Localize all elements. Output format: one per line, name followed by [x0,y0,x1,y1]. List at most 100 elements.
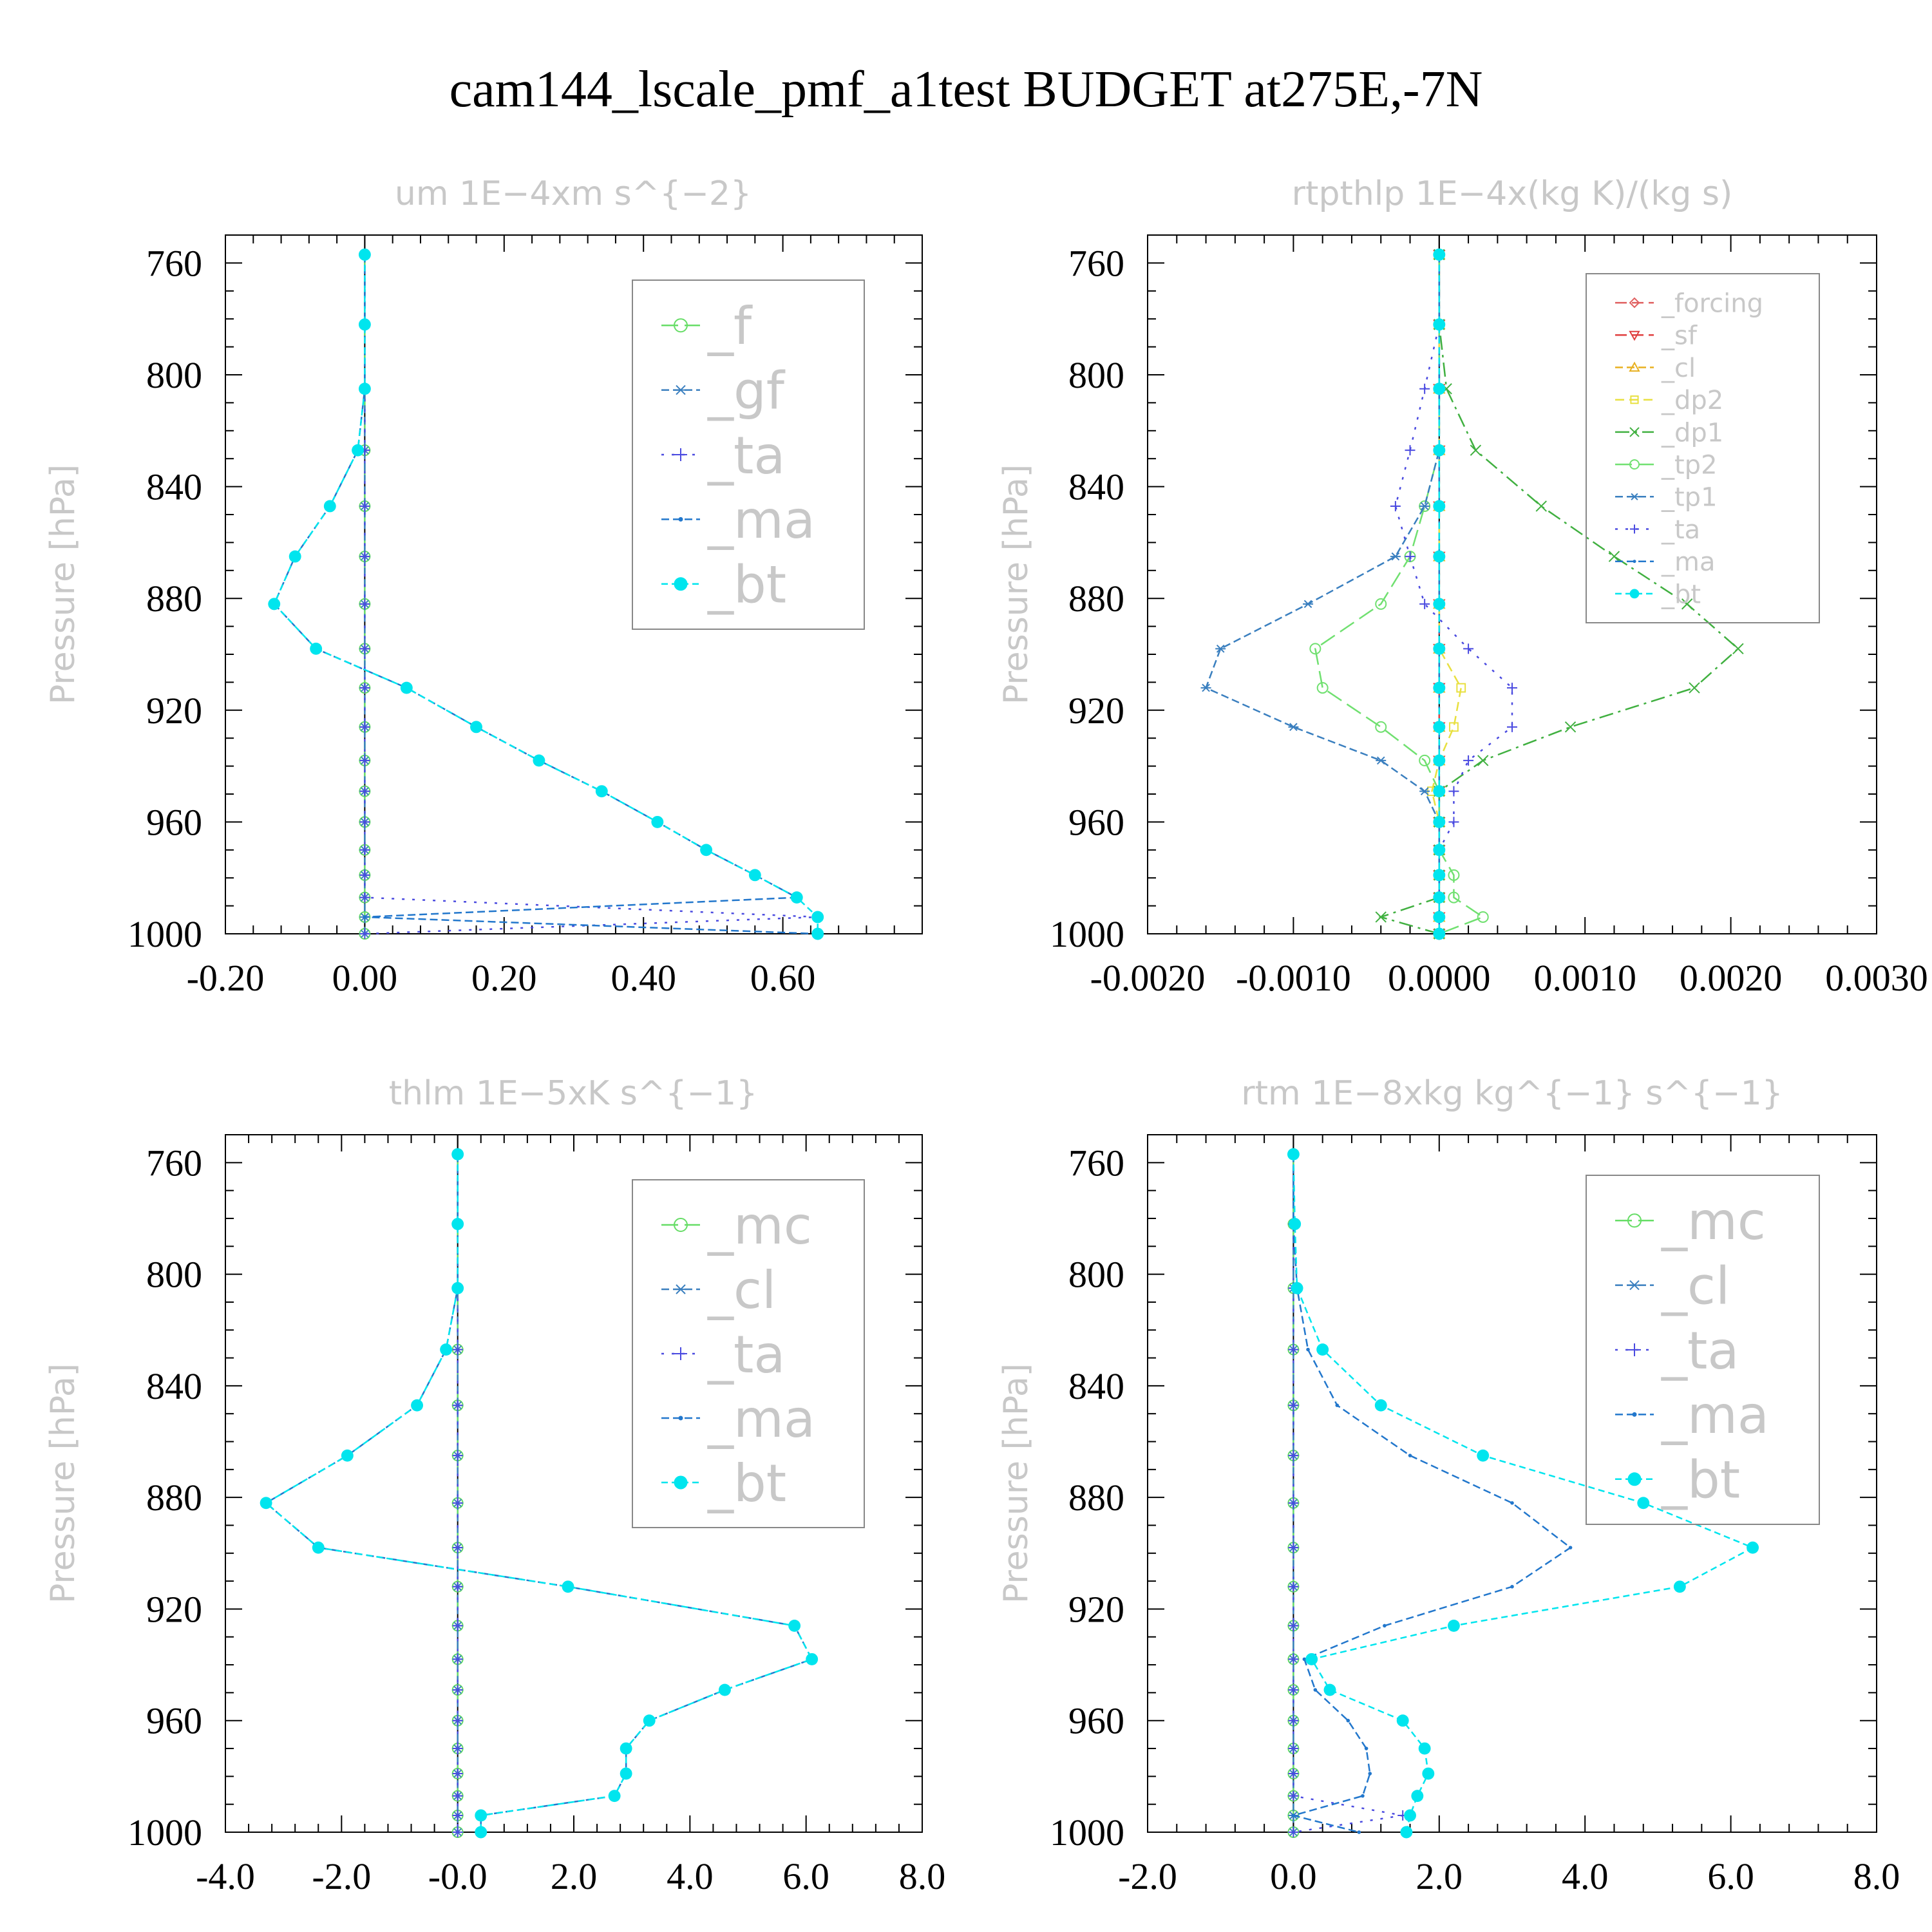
data-point [452,1620,463,1631]
data-point [1364,1747,1368,1750]
data-point [1215,645,1226,653]
data-point [359,721,370,732]
y-tick-label: 1000 [1050,1812,1124,1853]
legend-entry: _bt [1661,1450,1740,1510]
data-point [452,1715,463,1726]
legend: _mc_cl_ta_ma_bt [1586,1175,1820,1525]
data-point [1288,1685,1299,1696]
x-tick-label: 2.0 [1416,1855,1463,1897]
x-tick-label: 4.0 [667,1855,714,1897]
chart-panel-3: thlm 1E−5xK s^{−1} Pressure [hPa] 760 800 84… [44,1074,945,1897]
data-point [1411,1790,1424,1803]
data-point [811,911,824,923]
legend-entry: _ma [707,1389,815,1449]
legend-marker [1630,524,1639,534]
data-point [1418,1742,1431,1755]
data-point [1375,721,1387,733]
data-point [359,598,370,609]
data-point [1477,1449,1490,1462]
data-point [1383,1624,1387,1628]
data-point [1288,723,1299,732]
series-bt [1287,1148,1759,1839]
data-point [1433,500,1446,513]
data-point [1291,1282,1303,1294]
legend-marker [674,1347,687,1360]
legend-entry: _mc [1661,1191,1766,1251]
x-tick-label: -4.0 [196,1855,255,1897]
y-tick-label: 760 [1068,1142,1124,1184]
panel-title: um 1E−4xm s^{−2} [395,175,752,213]
x-tick-label: -0.0 [428,1855,488,1897]
legend-entry: _cl [1661,1256,1730,1316]
data-point [1477,911,1489,923]
data-point [451,1218,464,1231]
data-point [1200,683,1211,692]
data-point [1291,1814,1296,1817]
data-point [1306,1347,1310,1352]
data-point [359,929,370,939]
data-point [411,1399,423,1412]
data-point [562,1580,574,1593]
legend-marker [674,384,687,395]
legend-marker [674,577,688,591]
data-point [452,1768,463,1779]
panel-title: rtm 1E−8xkg kg^{−1} s^{−1} [1241,1074,1783,1113]
data-point [1433,642,1446,655]
y-ticks: 760 800 840 880 920 960 1000 [1050,234,1877,955]
data-point [1470,444,1482,456]
legend-marker [674,318,688,333]
y-tick-label: 760 [1068,242,1124,284]
data-point [359,844,370,855]
data-point [359,551,370,562]
data-point [1510,1501,1514,1505]
data-point [1375,598,1387,610]
data-point [1335,1403,1340,1408]
data-point [806,1653,819,1665]
data-point [452,1542,463,1553]
plot-frame [225,1134,923,1833]
legend-entry: _ta [707,1325,785,1385]
data-point [1419,502,1430,511]
legend-entry: _ta [707,426,785,486]
data-point [1419,754,1431,766]
data-point [1316,682,1329,694]
x-tick-label: 0.0030 [1825,957,1928,999]
data-point [1433,891,1446,904]
legend-marker [678,516,683,522]
data-point [312,1541,325,1554]
data-point [1637,1497,1650,1510]
y-axis-label: Pressure [hPa] [997,464,1036,705]
y-tick-label: 800 [1068,354,1124,396]
data-point [1448,786,1459,797]
data-point [1316,1343,1329,1356]
x-tick-label: 0.20 [471,957,537,999]
x-tick-label: 0.00 [332,957,398,999]
data-point [1463,643,1474,654]
data-point [1288,1620,1299,1631]
series-line [1431,254,1463,934]
data-point [1673,1580,1686,1593]
data-point [608,1790,621,1803]
data-point [452,1581,463,1592]
legend-entry: _f [707,296,753,356]
series-ta [1390,249,1517,939]
legend-marker [1629,361,1640,372]
data-point [1564,721,1577,733]
legend-marker [674,1218,688,1232]
x-tick-label: -2.0 [1118,1855,1177,1897]
data-point [475,1826,488,1839]
data-point [1433,844,1446,857]
figure-title: cam144_lscale_pmf_a1test BUDGET at275E,-… [450,61,1483,118]
data-point [1288,1827,1299,1837]
y-tick-label: 760 [146,1142,202,1184]
data-point [1288,1497,1299,1508]
legend-marker [1628,1280,1641,1291]
data-point [359,755,370,766]
legend-marker [1629,330,1640,341]
data-point [1357,1830,1361,1834]
data-point [1288,1743,1299,1754]
data-point [1433,681,1446,694]
y-tick-label: 1000 [128,913,202,955]
data-point [359,892,370,903]
data-point [1433,444,1446,457]
